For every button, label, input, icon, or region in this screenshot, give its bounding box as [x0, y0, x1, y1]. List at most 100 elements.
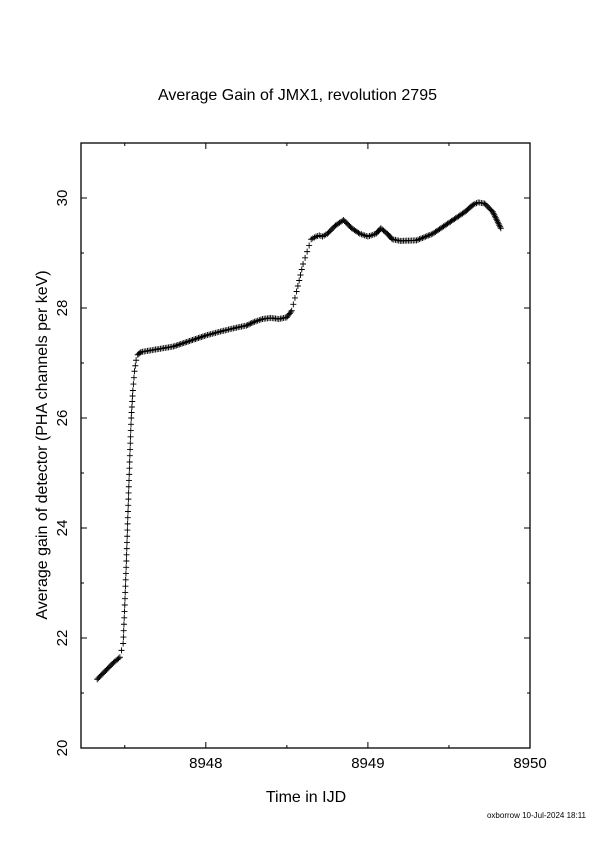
data-point: [199, 333, 206, 340]
data-point: [123, 564, 130, 571]
data-point: [196, 334, 203, 341]
data-point: [125, 508, 132, 515]
data-point: [193, 335, 200, 342]
data-point: [126, 459, 133, 465]
data-point: [125, 502, 132, 509]
data-point: [247, 320, 254, 327]
data-point: [127, 433, 134, 440]
data-point: [415, 236, 422, 243]
data-point: [170, 343, 177, 350]
plot-frame: [80, 142, 531, 749]
data-point: [413, 237, 420, 244]
y-tick-label: 26: [54, 410, 71, 427]
data-point: [291, 294, 298, 301]
data-point: [186, 338, 193, 344]
data-point: [131, 368, 138, 375]
data-point: [250, 319, 257, 326]
data-point: [244, 321, 251, 328]
data-point: [195, 335, 202, 341]
data-point: [188, 337, 195, 344]
data-point: [179, 340, 186, 347]
data-point: [128, 409, 135, 416]
data-point: [126, 452, 133, 459]
data-point: [366, 232, 373, 239]
data-point: [428, 231, 435, 238]
data-point: [128, 404, 135, 410]
data-point: [127, 440, 134, 447]
data-point: [130, 381, 137, 388]
data-point: [491, 213, 498, 220]
data-point: [490, 210, 497, 217]
data-point: [127, 427, 134, 434]
data-point: [120, 640, 127, 647]
data-point: [127, 446, 134, 453]
data-point: [201, 333, 208, 339]
axis-ticks: 8948 8949 8950 20 22 24 26 28 30: [54, 142, 547, 772]
data-point: [121, 595, 128, 602]
data-point: [136, 349, 143, 356]
data-point: [368, 232, 375, 239]
data-point: [120, 621, 127, 628]
data-point: [125, 489, 132, 496]
data-point: [126, 477, 133, 484]
data-point: [121, 602, 128, 608]
data-point: [420, 234, 427, 241]
data-point: [120, 627, 127, 634]
data-point: [123, 545, 130, 552]
data-point: [425, 232, 432, 239]
y-tick-label: 30: [54, 190, 71, 207]
data-point: [126, 465, 133, 472]
data-point: [494, 217, 501, 224]
data-point: [182, 339, 189, 346]
data-point: [129, 393, 136, 399]
data-point: [355, 229, 362, 236]
x-tick-label: 8949: [351, 755, 384, 772]
data-point: [493, 216, 500, 223]
data-point: [128, 421, 135, 428]
data-point: [191, 336, 198, 343]
data-point: [495, 220, 502, 227]
data-point: [294, 283, 301, 289]
data-point: [497, 225, 504, 232]
data-series: [94, 199, 504, 683]
data-point: [388, 235, 395, 242]
data-point: [123, 558, 130, 564]
data-point: [122, 583, 129, 590]
data-point: [364, 233, 371, 240]
x-tick-label: 8950: [513, 755, 546, 772]
data-point: [124, 527, 131, 534]
y-tick-label: 28: [54, 300, 71, 317]
data-point: [177, 341, 184, 347]
data-point: [300, 261, 307, 267]
data-point: [120, 634, 127, 641]
data-point: [124, 520, 131, 527]
data-point: [297, 272, 304, 278]
data-point: [123, 539, 130, 546]
data-point: [304, 248, 311, 255]
data-point: [492, 214, 499, 221]
data-point: [496, 222, 503, 229]
data-point: [298, 266, 305, 273]
data-point: [125, 483, 132, 490]
data-point: [118, 647, 125, 654]
data-point: [491, 211, 498, 218]
y-tick-label: 22: [54, 630, 71, 647]
data-point: [302, 254, 309, 261]
data-point: [116, 654, 123, 661]
data-point: [129, 398, 136, 405]
data-point: [248, 320, 255, 327]
data-point: [422, 233, 429, 240]
data-point: [293, 288, 300, 295]
data-point: [246, 321, 253, 328]
data-point: [115, 655, 122, 662]
data-point: [121, 608, 128, 615]
data-point: [180, 340, 187, 346]
data-point: [426, 231, 433, 238]
data-point: [189, 337, 196, 343]
data-point: [416, 236, 423, 243]
data-point: [183, 339, 190, 345]
data-point: [122, 576, 129, 583]
data-point: [306, 242, 313, 249]
data-point: [124, 533, 131, 540]
data-point: [243, 322, 250, 329]
